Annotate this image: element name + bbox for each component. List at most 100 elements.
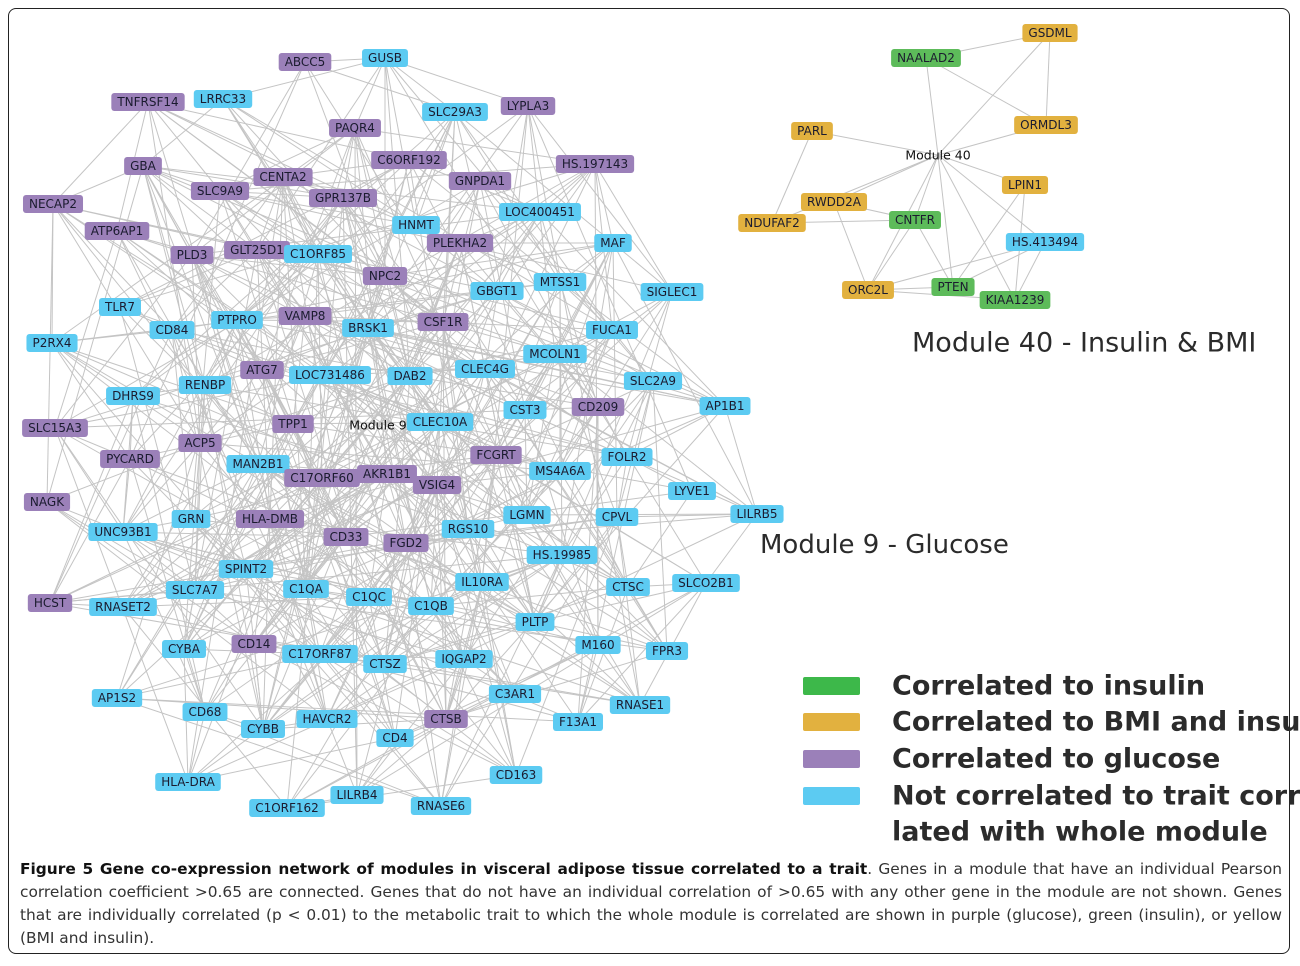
edge xyxy=(49,568,247,604)
node-label: KIAA1239 xyxy=(986,293,1045,307)
node-box xyxy=(342,319,394,337)
edge xyxy=(54,254,193,429)
node-box xyxy=(308,189,378,207)
node-label: RWDD2A xyxy=(807,195,862,209)
node-label: ATP6AP1 xyxy=(91,224,144,238)
edge xyxy=(319,484,438,655)
edge xyxy=(245,528,469,570)
edge xyxy=(481,105,529,583)
node-box xyxy=(730,505,784,523)
edge xyxy=(204,197,344,386)
edge xyxy=(539,211,726,407)
edge xyxy=(594,163,614,244)
node-label: SLC7A7 xyxy=(172,583,218,597)
gene-node: CD163 xyxy=(489,766,543,784)
edge xyxy=(253,643,264,730)
gene-node: ATP6AP1 xyxy=(84,222,150,240)
gene-node: CYBB xyxy=(241,720,285,738)
gene-node: IL10RA xyxy=(455,573,509,591)
edge xyxy=(342,197,444,323)
edge xyxy=(183,648,206,713)
node-box xyxy=(124,157,162,175)
gene-node: IQGAP2 xyxy=(435,650,493,668)
edge xyxy=(616,516,641,706)
edge xyxy=(236,319,444,323)
gene-node: KIAA1239 xyxy=(979,291,1051,309)
legend-swatch xyxy=(803,677,860,695)
edge xyxy=(191,127,356,256)
edge xyxy=(481,581,579,723)
node-box xyxy=(357,465,417,483)
node-box xyxy=(412,476,462,494)
node-box xyxy=(27,594,73,612)
edge xyxy=(183,442,201,650)
node-box xyxy=(235,510,305,528)
gene-node: TPP1 xyxy=(272,415,314,433)
gene-node: ATG7 xyxy=(240,361,284,379)
edge xyxy=(52,203,386,277)
edge xyxy=(191,254,307,590)
edge xyxy=(256,176,284,251)
edge xyxy=(705,513,758,584)
edge xyxy=(142,165,319,255)
node-label: FPR3 xyxy=(652,644,682,658)
node-box xyxy=(889,211,941,229)
edge xyxy=(454,111,673,293)
edge xyxy=(559,281,726,407)
gene-node: HAVCR2 xyxy=(296,710,358,728)
edge xyxy=(326,554,563,720)
node-label: RENBP xyxy=(185,378,225,392)
edge xyxy=(119,306,196,591)
gene-node: PLEKHA2 xyxy=(426,234,494,252)
edge xyxy=(554,353,618,518)
node-label: GBA xyxy=(130,159,157,173)
edge xyxy=(833,201,869,291)
edge xyxy=(597,291,673,408)
edge xyxy=(627,490,693,588)
node-label: SLC9A9 xyxy=(197,184,243,198)
edge xyxy=(952,184,1026,288)
edge xyxy=(52,203,173,331)
edge xyxy=(445,658,465,720)
node-box xyxy=(23,493,71,511)
module-label: Module 40 xyxy=(905,148,970,163)
node-label: FCGRT xyxy=(476,448,516,462)
node-box xyxy=(575,636,621,654)
gene-node: C6ORF192 xyxy=(371,151,447,169)
gene-node: RWDD2A xyxy=(800,193,868,211)
node-box xyxy=(289,366,371,384)
node-label: CD4 xyxy=(382,731,407,745)
node-box xyxy=(503,401,547,419)
node-box xyxy=(284,469,360,487)
node-label: IL10RA xyxy=(461,575,503,589)
edge xyxy=(345,536,447,720)
node-box xyxy=(226,455,290,473)
node-box xyxy=(193,90,253,108)
edge xyxy=(811,130,939,156)
caption: Figure 5 Gene co-expression network of m… xyxy=(20,858,1282,950)
edge xyxy=(440,658,465,807)
node-box xyxy=(455,573,509,591)
gene-node: CYBA xyxy=(162,640,206,658)
gene-node: HS.413494 xyxy=(1005,233,1085,251)
node-box xyxy=(190,182,250,200)
node-label: C1QB xyxy=(414,599,448,613)
edge xyxy=(409,290,498,377)
edge xyxy=(914,219,954,288)
gene-node: LYPLA3 xyxy=(500,97,556,115)
gene-node: RENBP xyxy=(178,376,232,394)
edge xyxy=(367,327,654,382)
node-label: SLC29A3 xyxy=(428,105,482,119)
node-label: GNPDA1 xyxy=(455,174,505,188)
node-label: PLTP xyxy=(522,615,549,629)
node-label: CTSC xyxy=(612,580,644,594)
edge xyxy=(49,395,134,604)
edge xyxy=(116,697,447,720)
edge xyxy=(142,165,258,251)
gene-node: CST3 xyxy=(503,401,547,419)
gene-node: VSIG4 xyxy=(412,476,462,494)
node-box xyxy=(284,245,352,263)
node-label: F13A1 xyxy=(559,715,597,729)
node-label: VSIG4 xyxy=(419,478,455,492)
edge xyxy=(122,442,201,533)
